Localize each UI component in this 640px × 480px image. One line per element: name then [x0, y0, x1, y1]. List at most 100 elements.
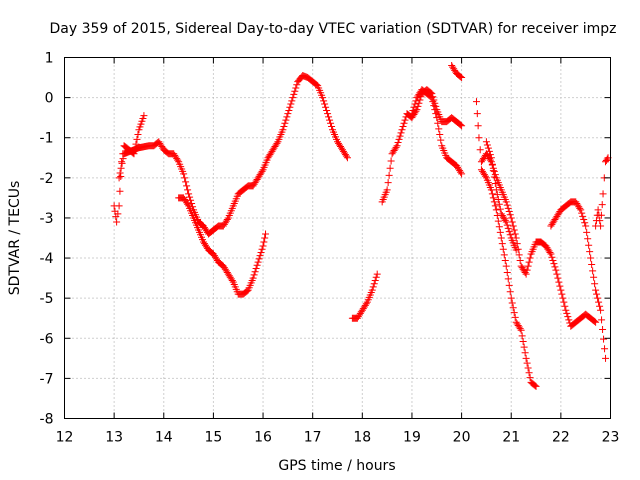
data-point [436, 131, 444, 139]
data-point [576, 204, 584, 212]
data-point [261, 234, 269, 242]
data-point [579, 212, 587, 220]
data-point [525, 369, 533, 377]
data-point [503, 221, 511, 229]
x-tick-label: 15 [204, 430, 222, 446]
data-point [409, 106, 417, 114]
data-point [523, 359, 531, 367]
data-point [497, 234, 505, 242]
data-point [182, 178, 190, 186]
x-tick-label: 20 [453, 430, 471, 446]
data-point [458, 74, 466, 82]
data-point [494, 195, 502, 203]
data-point [507, 294, 515, 302]
data-point [512, 246, 520, 254]
data-point [504, 275, 512, 283]
data-point [320, 97, 328, 105]
data-point [546, 248, 554, 256]
data-point [553, 270, 561, 278]
data-point [506, 231, 514, 239]
data-point [521, 349, 529, 357]
data-point [596, 302, 604, 310]
data-point [599, 325, 607, 333]
data-point [598, 316, 606, 324]
data-point [524, 364, 532, 372]
data-point [399, 122, 407, 130]
data-point [532, 382, 540, 390]
data-point [504, 224, 512, 232]
y-tick-label: 0 [45, 91, 54, 107]
data-point [503, 201, 511, 209]
data-point [505, 208, 513, 216]
data-point [590, 273, 598, 281]
data-point [550, 260, 558, 268]
data-point [392, 143, 400, 151]
data-point [589, 267, 597, 275]
data-point [586, 248, 594, 256]
data-point [552, 266, 560, 274]
grid-lines [64, 57, 611, 419]
data-point [385, 171, 393, 179]
data-point [429, 98, 437, 106]
data-point [457, 121, 465, 129]
data-point [400, 119, 408, 127]
data-point [259, 242, 267, 250]
data-point [319, 94, 327, 102]
data-point [257, 248, 265, 256]
data-markers [110, 62, 612, 390]
data-point [433, 114, 441, 122]
y-tick-label: 1 [45, 51, 54, 67]
data-point [597, 211, 605, 219]
data-point [323, 106, 331, 114]
data-point [290, 90, 298, 98]
data-point [437, 136, 445, 144]
data-point [555, 278, 563, 286]
data-point [115, 202, 123, 210]
data-point [593, 290, 601, 298]
data-point [526, 254, 534, 262]
data-point [506, 288, 514, 296]
data-point [517, 326, 525, 334]
data-point [491, 202, 499, 210]
data-point [491, 179, 499, 187]
data-point [397, 129, 405, 137]
data-point [412, 107, 420, 115]
data-point [371, 277, 379, 285]
data-point [578, 209, 586, 217]
data-point [410, 103, 418, 111]
data-point [133, 135, 141, 143]
data-point [597, 306, 605, 314]
data-point [287, 100, 295, 108]
data-point [427, 93, 435, 101]
data-point [223, 216, 231, 224]
x-axis-tick-labels: 12 13 14 15 16 17 18 19 20 21 22 23 [56, 430, 620, 446]
data-point [495, 200, 503, 208]
data-point [370, 280, 378, 288]
data-point [289, 94, 297, 102]
data-point [502, 262, 510, 270]
data-point [251, 268, 259, 276]
data-point [483, 141, 491, 149]
data-point [342, 152, 350, 160]
data-point [584, 235, 592, 243]
plot-frame [64, 57, 611, 419]
data-point [256, 252, 264, 260]
data-point [496, 228, 504, 236]
data-point [511, 230, 519, 238]
data-point [522, 354, 530, 362]
data-point [583, 228, 591, 236]
data-point [508, 299, 516, 307]
data-point [114, 210, 122, 218]
data-point [457, 73, 465, 81]
data-point [475, 134, 483, 142]
data-point [516, 325, 524, 333]
data-point [384, 179, 392, 187]
data-point [387, 157, 395, 165]
data-point [291, 87, 299, 95]
data-point [174, 156, 182, 164]
data-point [502, 218, 510, 226]
y-tick-label: -1 [40, 131, 54, 147]
data-point [487, 154, 495, 162]
x-tick-label: 23 [602, 430, 620, 446]
data-point [524, 262, 532, 270]
